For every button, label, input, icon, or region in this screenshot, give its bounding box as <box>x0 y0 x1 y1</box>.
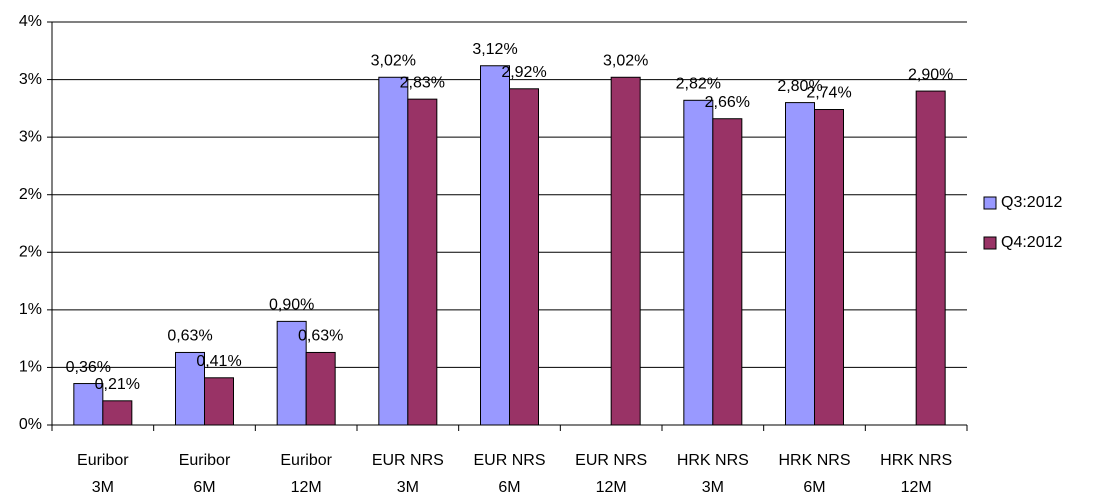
data-label: 0,90% <box>269 297 314 314</box>
data-label: 0,63% <box>167 328 212 345</box>
bar <box>785 102 815 426</box>
data-label: 3,02% <box>371 52 416 69</box>
data-label: 2,83% <box>400 74 445 91</box>
x-tick-label: 12M <box>596 479 627 496</box>
y-tick-label: 1% <box>19 359 42 376</box>
bar <box>480 65 510 426</box>
legend-label: Q4:2012 <box>1001 234 1062 251</box>
data-label: 3,02% <box>603 52 648 69</box>
x-tick-label: 12M <box>901 479 932 496</box>
bar <box>712 118 743 426</box>
x-tick-label: EUR NRS <box>575 452 647 469</box>
bar <box>175 351 205 426</box>
y-tick-label: 2% <box>19 186 42 203</box>
data-label: 2,66% <box>705 94 750 111</box>
data-label: 2,80% <box>777 78 822 95</box>
x-tick-label: 3M <box>92 479 114 496</box>
y-tick-label: 3% <box>19 71 42 88</box>
data-label: 0,36% <box>66 359 111 376</box>
legend-label: Q3:2012 <box>1001 194 1062 211</box>
bar <box>814 109 844 426</box>
data-label: 2,90% <box>908 66 953 83</box>
legend-swatch <box>983 196 997 210</box>
bar <box>509 88 539 426</box>
data-label: 2,92% <box>501 64 546 81</box>
x-tick-label: 6M <box>498 479 520 496</box>
x-tick-label: 3M <box>397 479 419 496</box>
bar <box>407 98 438 426</box>
x-tick-label: 6M <box>803 479 825 496</box>
bar <box>102 400 133 426</box>
bar <box>204 377 234 426</box>
data-label: 3,12% <box>472 41 517 58</box>
x-tick-label: 6M <box>193 479 215 496</box>
bar <box>378 76 409 426</box>
x-tick-label: HRK NRS <box>677 452 749 469</box>
data-label: 2,74% <box>806 85 851 102</box>
bar <box>683 99 714 426</box>
bar <box>915 90 946 426</box>
y-tick-label: 3% <box>19 128 42 145</box>
data-label: 0,21% <box>95 376 140 393</box>
x-tick-label: Euribor <box>179 452 231 469</box>
bar <box>276 320 307 426</box>
data-label: 0,41% <box>196 353 241 370</box>
y-tick-label: 4% <box>19 13 42 30</box>
x-tick-label: 12M <box>291 479 322 496</box>
x-tick-label: 3M <box>702 479 724 496</box>
data-label: 2,82% <box>676 76 721 93</box>
x-tick-label: Euribor <box>77 452 129 469</box>
bar <box>305 351 336 426</box>
y-tick-label: 1% <box>19 301 42 318</box>
y-tick-label: 2% <box>19 244 42 261</box>
bar <box>610 76 641 426</box>
x-tick-label: EUR NRS <box>372 452 444 469</box>
x-tick-label: HRK NRS <box>778 452 850 469</box>
x-tick-label: EUR NRS <box>473 452 545 469</box>
y-tick-label: 0% <box>19 416 42 433</box>
x-tick-label: HRK NRS <box>880 452 952 469</box>
data-label: 0,63% <box>298 328 343 345</box>
bar <box>73 383 104 426</box>
legend-swatch <box>983 236 997 250</box>
x-tick-label: Euribor <box>280 452 332 469</box>
